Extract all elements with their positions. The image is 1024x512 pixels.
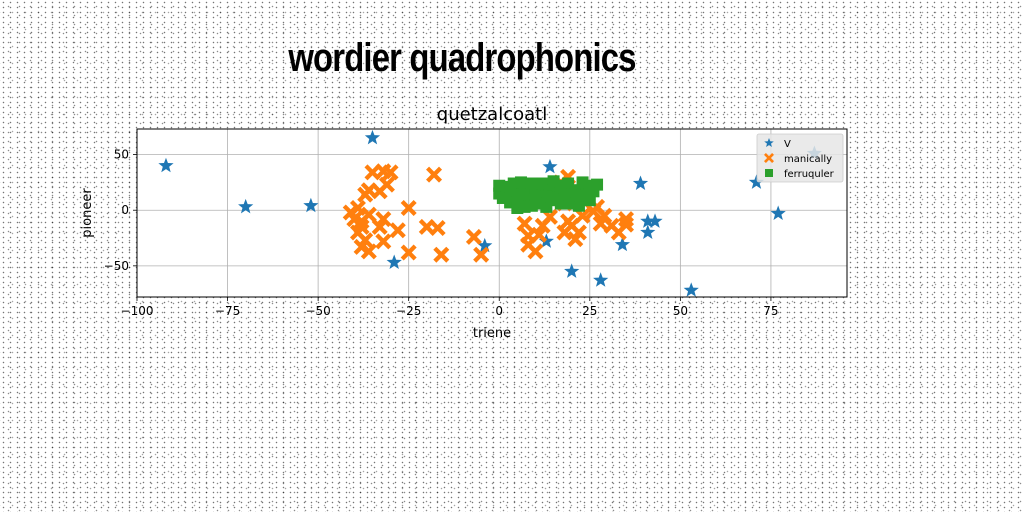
y-tick-label: 50 [114, 148, 129, 162]
data-point [547, 175, 560, 188]
data-point [525, 177, 538, 190]
x-tick-label: −75 [215, 304, 240, 318]
data-point [542, 158, 558, 174]
legend-box [756, 133, 844, 183]
data-point [364, 129, 381, 145]
data-point [238, 198, 254, 214]
data-point [477, 237, 493, 253]
figure-title: wordier quadrophonics [288, 36, 636, 80]
data-point [618, 211, 635, 228]
data-point [473, 246, 490, 263]
data-points [158, 129, 823, 297]
legend-marker [764, 153, 774, 163]
data-point [592, 215, 609, 232]
data-point [400, 199, 417, 216]
data-point [551, 194, 564, 207]
data-point [429, 220, 446, 237]
legend-marker [765, 169, 773, 177]
data-point [574, 207, 591, 224]
x-tick-label: −25 [396, 304, 421, 318]
y-axis-label: pioneer [80, 188, 95, 238]
data-point [538, 233, 554, 248]
data-point [360, 243, 377, 260]
data-point [632, 175, 649, 190]
data-point [516, 215, 533, 232]
data-point [426, 166, 443, 183]
data-point [158, 157, 174, 173]
x-axis-label: triene [473, 326, 511, 341]
data-point [640, 224, 656, 239]
data-point [465, 228, 482, 245]
data-point [593, 272, 609, 287]
x-tick-label: 75 [763, 304, 778, 318]
data-point [504, 180, 517, 193]
data-point [514, 176, 527, 189]
legend-marker [764, 138, 774, 148]
data-point [770, 205, 786, 221]
data-point [748, 174, 765, 189]
legend-label: V [784, 139, 791, 150]
data-point [529, 190, 542, 203]
legend-label: manically [784, 154, 832, 165]
x-tick-label: −100 [121, 304, 154, 318]
data-point [360, 206, 377, 223]
data-point [570, 224, 587, 241]
data-point [357, 186, 374, 203]
data-point [375, 211, 392, 228]
axis-ticks: −100 −75 −50 −25 0 25 50 75 −50 0 50 [104, 148, 779, 318]
data-point [400, 244, 417, 261]
legend-label: ferruquler [784, 169, 835, 180]
plot-area [137, 129, 847, 297]
data-point [614, 236, 631, 252]
data-point [572, 199, 585, 212]
data-point [640, 213, 656, 228]
data-point [433, 246, 450, 263]
grid [136, 129, 847, 297]
data-point [647, 213, 663, 228]
data-point [527, 243, 544, 260]
data-point [496, 191, 509, 204]
x-tick-label: −50 [305, 304, 330, 318]
data-point [386, 254, 402, 269]
axes-frame [136, 128, 848, 298]
data-point [683, 282, 699, 297]
data-point [375, 233, 392, 250]
x-tick-label: 0 [495, 304, 503, 318]
data-point [389, 222, 406, 239]
chart-title: quetzalcoatl [437, 104, 547, 125]
data-point [576, 176, 589, 189]
data-point [541, 208, 558, 225]
y-tick-label: 0 [121, 203, 129, 217]
data-point [303, 197, 319, 213]
data-point [371, 218, 388, 235]
x-tick-label: 50 [673, 304, 688, 318]
data-point [493, 179, 506, 192]
data-point [382, 164, 399, 181]
data-point [580, 189, 593, 202]
data-point [518, 200, 531, 213]
x-tick-label: 25 [582, 304, 597, 318]
data-point [564, 263, 580, 278]
y-tick-label: −50 [104, 259, 129, 273]
